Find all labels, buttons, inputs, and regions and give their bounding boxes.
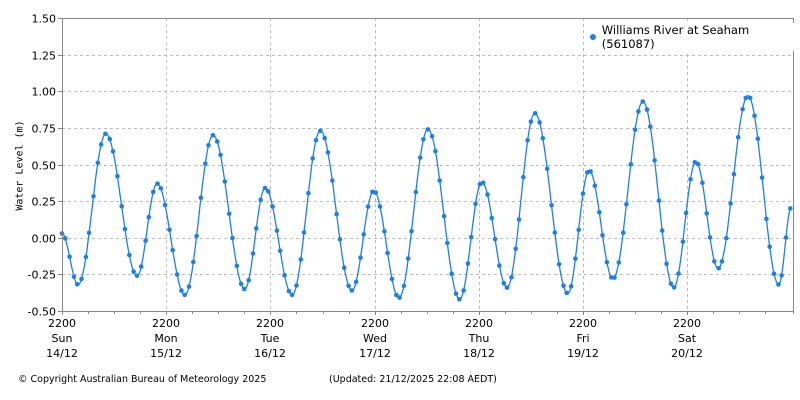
y-axis-label: Water Level (m) [14,120,26,211]
x-tick-label: Mon [154,332,177,345]
updated-timestamp: (Updated: 21/12/2025 22:08 AEDT) [329,374,497,385]
x-tick-label: 2200 [673,317,701,330]
y-tick-label: 0.75 [32,123,57,136]
y-tick-label: 1.50 [32,13,57,26]
x-tick-label: 15/12 [150,347,182,360]
x-tick-label: Fri [576,332,589,345]
y-tick-label: 0.25 [32,196,57,209]
x-tick-label: Sat [678,332,697,345]
x-tick-label: 17/12 [359,347,391,360]
y-tick-label: 0.00 [32,233,57,246]
x-tick-label: 20/12 [671,347,703,360]
x-tick-label: 18/12 [463,347,495,360]
chart-grid [62,18,793,311]
y-tick-label: 1.00 [32,86,57,99]
x-tick-label: 2200 [152,317,180,330]
x-tick-label: Sun [52,332,73,345]
y-tick-label: -0.50 [28,306,56,319]
y-tick-label: 1.25 [32,50,57,63]
x-tick-label: 2200 [569,317,597,330]
legend-label: Williams River at Seaham (561087) [601,23,750,51]
x-tick-label: 19/12 [567,347,599,360]
y-tick-label: 0.50 [32,160,57,173]
x-tick-label: 2200 [48,317,76,330]
x-tick-label: Thu [468,332,490,345]
x-tick-label: 2200 [465,317,493,330]
x-tick-label: Wed [363,332,387,345]
legend-marker-icon [590,34,596,40]
chart-legend: Williams River at Seaham (561087) [588,23,800,51]
y-tick-label: -0.25 [28,269,56,282]
x-tick-label: 14/12 [46,347,78,360]
x-axis-ticks: 2200 Sun 14/12 2200 Mon 15/12 2200 Tue 16/12 2200… [46,311,794,360]
y-axis-ticks: 1.50 1.25 1.00 0.75 0.50 0.25 0.00 -0.25 -0.50 [28,13,62,319]
x-tick-label: 16/12 [254,347,286,360]
copyright-text: © Copyright Australian Bureau of Meteoro… [18,374,267,385]
x-tick-label: Tue [260,332,280,345]
x-tick-label: 2200 [361,317,389,330]
x-tick-label: 2200 [256,317,284,330]
data-series [59,94,793,302]
